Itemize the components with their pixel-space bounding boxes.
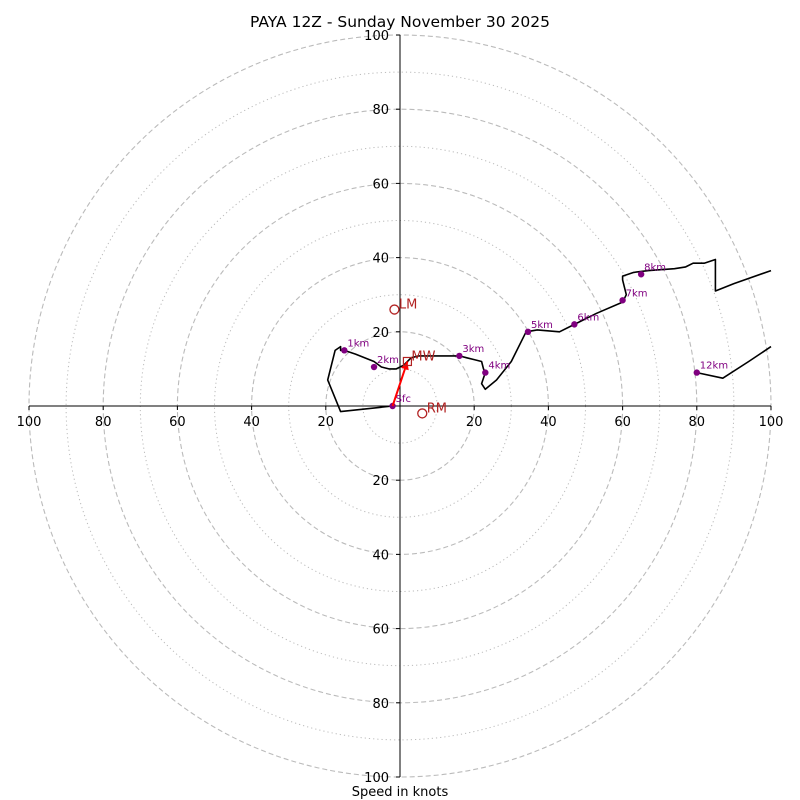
height-marker-7km [619,297,626,304]
x-tick-label: 80 [95,415,112,430]
height-label-3km: 3km [462,344,484,355]
y-tick-label: 80 [372,697,389,712]
height-marker-6km [571,321,578,328]
mean-wind-label: MW [411,349,435,364]
axes [29,35,771,777]
height-marker-12km [693,369,700,376]
x-tick-label: 20 [318,415,335,430]
height-label-1km: 1km [347,338,369,349]
storm-motion-label-rm: RM [427,401,447,416]
wind-trace [326,258,772,413]
height-marker-Sfc [389,402,396,410]
hodograph-upper-trace-line [696,345,772,380]
storm-motion-markers: LM RM MW [389,298,447,419]
y-tick-label: 40 [372,548,389,563]
height-label-2km: 2km [377,355,399,366]
y-tick-label: 40 [372,252,389,267]
y-tick-label: 80 [372,103,389,118]
x-tick-label: 100 [17,415,42,430]
y-tick-label: 60 [372,177,389,192]
height-marker-5km [524,328,532,335]
x-tick-label: 40 [540,415,557,430]
x-tick-label: 60 [169,415,186,430]
y-tick-label: 20 [372,474,389,489]
storm-motion-label-lm: LM [399,298,417,313]
x-tick-label: 60 [614,415,631,430]
chart-title: PAYA 12Z - Sunday November 30 2025 [250,13,550,31]
height-marker-1km [341,347,348,354]
tick-labels: 100 80 60 40 20 20 40 60 80 100 100 80 60 40 20 20 40 60 8… [17,29,784,786]
y-tick-label: 100 [364,771,389,786]
storm-motion-marker-lm [389,304,400,315]
x-tick-label: 100 [759,415,784,430]
height-marker-8km [637,271,645,278]
x-tick-label: 80 [689,415,706,430]
y-tick-label: 20 [372,326,389,341]
height-label-12km: 12km [700,361,728,372]
height-label-4km: 4km [488,361,510,372]
height-marker-2km [370,363,378,371]
x-tick-label: 40 [243,415,260,430]
x-tick-label: 20 [466,415,483,430]
height-label-8km: 8km [644,262,666,273]
height-label-7km: 7km [626,288,648,299]
height-label-5km: 5km [531,320,553,331]
height-marker-3km [456,352,463,360]
x-axis-label: Speed in knots [352,785,449,800]
height-markers: Sfc 1km 2km 3km 4km 5km 6km 7km 8km 12km [341,262,728,410]
y-tick-label: 100 [364,29,389,44]
height-label-Sfc: Sfc [396,394,411,405]
storm-motion-marker-rm [417,408,428,419]
height-label-6km: 6km [577,312,599,323]
y-tick-label: 60 [372,623,389,638]
hodograph-trace-line [326,258,772,413]
mean-wind-marker [402,356,413,367]
height-marker-4km [482,369,489,376]
